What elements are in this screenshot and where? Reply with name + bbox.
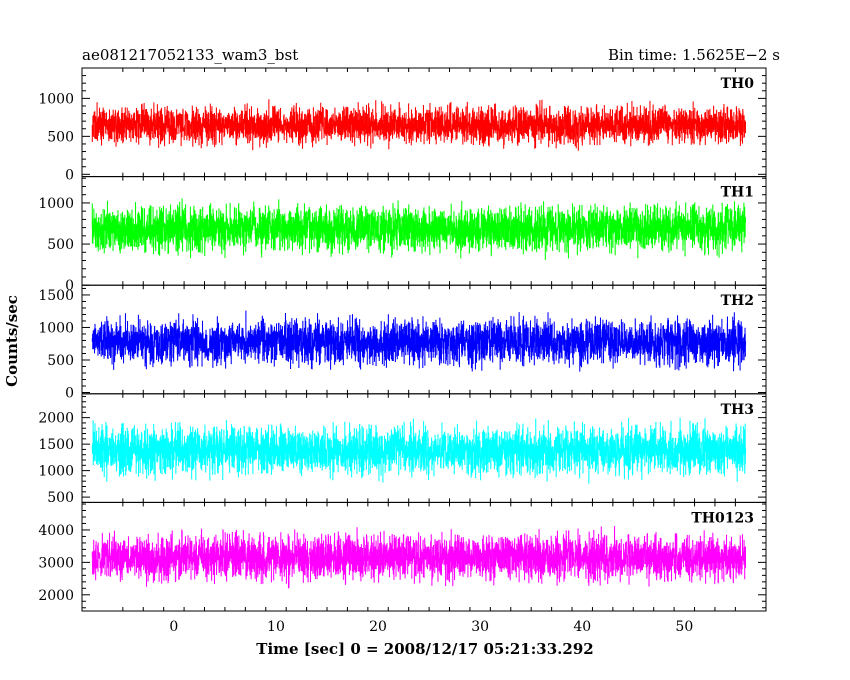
panel-th2: 0 500 1000 1500 TH2 xyxy=(38,284,767,401)
panel-th0: 0 500 1000 TH0 xyxy=(38,67,767,183)
y-tick-label: 1000 xyxy=(38,320,74,336)
y-tick-label: 2000 xyxy=(38,588,74,604)
panel-label-th0: TH0 xyxy=(721,76,755,92)
y-tick-label: 500 xyxy=(47,490,74,506)
panel-th3: 500 1000 1500 2000 TH3 xyxy=(38,393,767,506)
y-tick-label: 1500 xyxy=(38,437,74,453)
x-axis-label: Time [sec] 0 = 2008/12/17 05:21:33.292 xyxy=(256,640,593,658)
panel-th1: 0 500 1000 TH1 xyxy=(38,176,767,294)
x-tick-label: 10 xyxy=(267,619,285,635)
x-tick-label: 0 xyxy=(169,619,178,635)
source-title: ae081217052133_wam3_bst xyxy=(82,46,298,64)
series-th3-line xyxy=(91,417,747,484)
panel-label-th1: TH1 xyxy=(721,185,754,201)
x-tick-label: 30 xyxy=(471,619,489,635)
bin-time-label: Bin time: 1.5625E−2 s xyxy=(608,46,780,64)
panel-label-th3: TH3 xyxy=(721,402,754,418)
y-tick-label: 4000 xyxy=(38,523,74,539)
y-tick-label: 0 xyxy=(65,167,74,183)
x-tick-label: 20 xyxy=(369,619,387,635)
panel-th0123: 2000 3000 4000 TH0123 xyxy=(38,501,767,612)
y-tick-label: 1000 xyxy=(38,91,74,107)
y-axis-label: Counts/sec xyxy=(3,295,21,387)
series-th2-line xyxy=(91,310,747,372)
y-tick-label: 3000 xyxy=(38,555,74,571)
y-tick-label: 0 xyxy=(65,278,74,294)
y-tick-label: 2000 xyxy=(38,411,74,427)
y-tick-label: 500 xyxy=(47,237,74,253)
y-tick-label: 500 xyxy=(47,353,74,369)
x-tick-label: 40 xyxy=(573,619,591,635)
y-tick-label: 500 xyxy=(47,129,74,145)
y-tick-label: 1000 xyxy=(38,464,74,480)
y-tick-label: 0 xyxy=(65,385,74,401)
panel-label-th0123: TH0123 xyxy=(691,510,754,526)
y-tick-label: 1000 xyxy=(38,196,74,212)
series-th0-line xyxy=(91,99,747,151)
panel-label-th2: TH2 xyxy=(721,293,754,309)
panel-frame xyxy=(81,501,767,612)
y-tick-label: 1500 xyxy=(38,288,74,304)
x-tick-label: 50 xyxy=(675,619,693,635)
series-th1-line xyxy=(91,198,747,260)
series-th0123-line xyxy=(91,526,747,589)
